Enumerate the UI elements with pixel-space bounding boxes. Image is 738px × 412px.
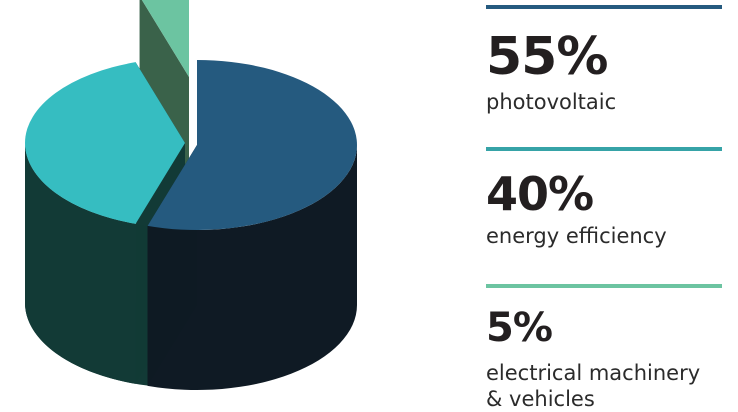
pie-chart [25, 0, 358, 391]
legend-percent: 40% [486, 167, 594, 221]
legend-label: energy efficiency [486, 224, 667, 248]
legend-percent: 55% [486, 27, 608, 87]
legend-label-line: & vehicles [486, 387, 595, 411]
legend-bar [486, 5, 722, 9]
legend-label-line: electrical machinery [486, 361, 701, 385]
legend-label: photovoltaic [486, 90, 617, 114]
legend-percent: 5% [486, 305, 553, 351]
pie-slice-energy [25, 62, 185, 224]
legend-bar [486, 284, 722, 288]
pie-slice-electrical [141, 0, 189, 77]
pie-side-photovoltaic [147, 145, 357, 391]
pie-slice-photovoltaic [147, 60, 358, 231]
legend-label: electrical machinery & vehicles [486, 360, 724, 412]
legend-bar [486, 147, 722, 151]
pie-side-energy [25, 143, 136, 384]
legend-entry-photovoltaic: 55% photovoltaic [486, 5, 724, 115]
legend-entry-electrical-machinery: 5% electrical machinery & vehicles [486, 284, 724, 412]
legend-entry-energy-efficiency: 40% energy efficiency [486, 147, 724, 249]
